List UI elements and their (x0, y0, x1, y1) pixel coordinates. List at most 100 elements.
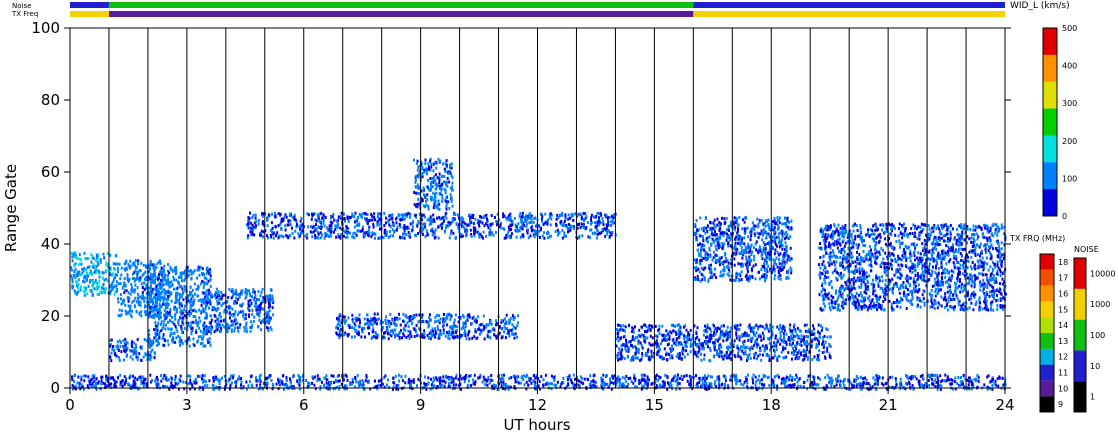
echo-cell (427, 162, 430, 166)
echo-cell (101, 271, 104, 274)
echo-cell (431, 327, 434, 331)
echo-cell (388, 319, 391, 323)
echo-cell (435, 331, 438, 335)
echo-cell (239, 304, 242, 307)
echo-cell (135, 350, 138, 354)
echo-cell (794, 377, 796, 381)
echo-cell (617, 375, 620, 379)
echo-cell (150, 284, 152, 288)
echo-cell (742, 383, 745, 387)
echo-cell (413, 335, 416, 338)
echo-cell (157, 321, 160, 325)
echo-cell (509, 224, 512, 228)
echo-cell (347, 316, 350, 320)
echo-cell (266, 326, 268, 330)
echo-cell (391, 223, 394, 227)
echo-cell (495, 319, 497, 323)
echo-cell (126, 296, 129, 300)
echo-cell (271, 382, 274, 386)
echo-cell (468, 313, 471, 317)
echo-cell (508, 228, 511, 232)
echo-cell (459, 317, 462, 321)
echo-cell (215, 296, 217, 300)
echo-cell (534, 216, 537, 220)
echo-cell (288, 214, 291, 218)
echo-cell (143, 310, 146, 314)
echo-cell (171, 336, 174, 340)
echo-cell (110, 285, 113, 289)
echo-cell (151, 340, 154, 343)
echo-cell (507, 331, 510, 335)
echo-cell (156, 330, 158, 334)
echo-cell (179, 374, 182, 378)
echo-cell (174, 267, 176, 271)
echo-cell (605, 223, 608, 227)
echo-cell (361, 328, 364, 332)
echo-cell (360, 215, 363, 219)
echo-cell (586, 377, 589, 381)
echo-cell (101, 284, 104, 288)
echo-cell (83, 266, 86, 270)
echo-cell (363, 231, 366, 235)
echo-cell (679, 377, 681, 380)
echo-cell (76, 381, 79, 385)
echo-cell (424, 193, 427, 197)
echo-cell (504, 336, 507, 340)
echo-cell (445, 216, 448, 220)
echo-cell (262, 296, 265, 300)
echo-cell (314, 375, 316, 379)
echo-cell (270, 235, 273, 239)
echo-cell (490, 214, 493, 217)
echo-cell (250, 383, 253, 387)
echo-cell (106, 252, 109, 256)
echo-cell (167, 343, 170, 347)
echo-cell (852, 384, 855, 388)
echo-cell (667, 382, 670, 386)
echo-cell (607, 385, 610, 389)
echo-cell (202, 329, 205, 333)
echo-cell (540, 217, 543, 221)
echo-cell (464, 329, 466, 333)
echo-cell (526, 373, 528, 377)
echo-cell (371, 218, 374, 222)
echo-cell (216, 302, 219, 306)
echo-cell (78, 381, 81, 385)
echo-cell (508, 328, 511, 332)
echo-cell (277, 378, 280, 382)
echo-cell (73, 264, 76, 268)
echo-cell (199, 319, 202, 323)
echo-cell (116, 262, 119, 266)
echo-cell (752, 381, 754, 385)
echo-cell (214, 377, 217, 381)
echo-cell (652, 355, 655, 359)
echo-cell (443, 379, 445, 383)
echo-cell (461, 222, 464, 226)
echo-cell (122, 339, 125, 343)
echo-cell (681, 378, 684, 381)
echo-cell (214, 319, 217, 323)
echo-cell (376, 312, 379, 316)
echo-cell (387, 235, 390, 239)
echo-cell (859, 376, 862, 380)
echo-cell (374, 379, 376, 383)
echo-cell (938, 384, 941, 388)
echo-cell (258, 314, 261, 318)
echo-cell (853, 378, 856, 382)
echo-cell (151, 342, 154, 346)
echo-cell (277, 387, 280, 391)
echo-cell (998, 375, 1001, 379)
echo-cell (441, 193, 444, 197)
echo-cell (509, 216, 512, 219)
echo-cell (402, 332, 405, 336)
echo-cell (245, 321, 248, 325)
echo-cell (388, 325, 391, 329)
echo-cell (190, 299, 193, 303)
echo-cell (373, 212, 376, 216)
echo-cell (193, 282, 196, 286)
echo-cell (197, 374, 200, 378)
echo-cell (208, 288, 210, 292)
echo-cell (201, 279, 204, 283)
echo-cell (451, 175, 454, 179)
echo-cell (232, 314, 235, 318)
echo-cell (197, 335, 200, 339)
